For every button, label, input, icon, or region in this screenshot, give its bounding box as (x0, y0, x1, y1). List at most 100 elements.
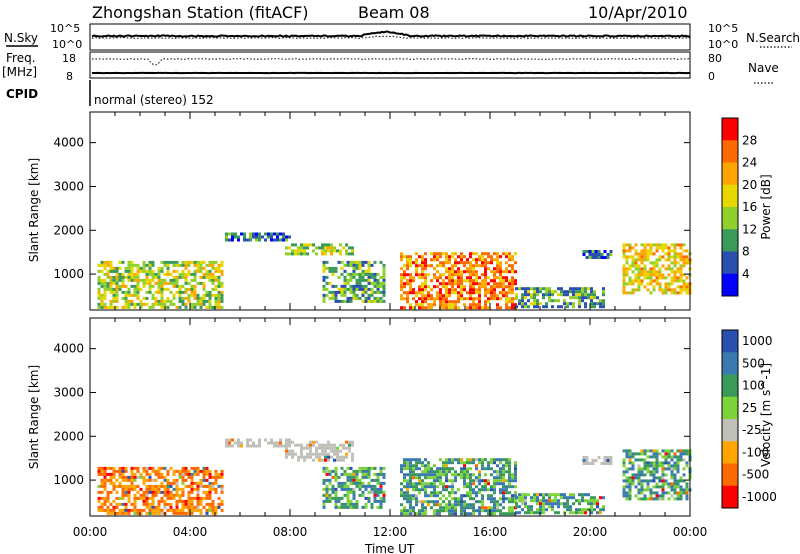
heatmap-cell (679, 485, 683, 489)
heatmap-cell (291, 243, 294, 247)
heatmap-cell (439, 255, 442, 259)
heatmap-cell (187, 499, 191, 503)
heatmap-cell (454, 273, 457, 277)
heatmap-cell (172, 496, 176, 500)
heatmap-cell (160, 290, 164, 294)
heatmap-cell (142, 302, 146, 306)
heatmap-cell (475, 458, 478, 462)
heatmap-cell (433, 509, 436, 513)
heatmap-cell (160, 293, 164, 297)
heatmap-cell (403, 264, 406, 268)
heatmap-cell (649, 291, 653, 295)
heatmap-cell (424, 494, 427, 498)
heatmap-cell (667, 267, 671, 271)
heatmap-cell (145, 296, 149, 300)
heatmap-cell (169, 260, 173, 264)
heatmap-cell (127, 487, 131, 491)
heatmap-cell (187, 269, 191, 273)
heatmap-cell (400, 288, 403, 292)
heatmap-cell (427, 297, 430, 301)
heatmap-cell (442, 506, 445, 510)
heatmap-cell (649, 455, 653, 459)
heatmap-cell (334, 502, 338, 506)
heatmap-cell (418, 297, 421, 301)
heatmap-cell (403, 291, 406, 295)
heatmap-cell (190, 511, 194, 515)
heatmap-cell (487, 282, 490, 286)
heatmap-cell (243, 235, 246, 239)
heatmap-cell (154, 469, 158, 473)
heatmap-cell (442, 303, 445, 307)
heatmap-cell (478, 506, 481, 510)
heatmap-cell (515, 511, 518, 515)
heatmap-cell (508, 255, 511, 259)
heatmap-cell (148, 466, 152, 470)
heatmap-cell (487, 467, 490, 471)
heatmap-cell (136, 293, 140, 297)
heatmap-cell (484, 282, 487, 286)
heatmap-cell (403, 497, 406, 501)
heatmap-cell (112, 475, 116, 479)
heatmap-cell (454, 470, 457, 474)
heatmap-cell (309, 443, 312, 447)
heatmap-cell (415, 488, 418, 492)
heatmap-cell (172, 469, 176, 473)
heatmap-cell (542, 508, 545, 512)
heatmap-cell (536, 299, 539, 303)
heatmap-cell (157, 505, 161, 509)
heatmap-cell (312, 440, 315, 444)
heatmap-cell (594, 459, 598, 462)
heatmap-cell (331, 284, 335, 288)
heatmap-cell (421, 461, 424, 465)
heatmap-cell (178, 508, 182, 512)
heatmap-cell (130, 266, 134, 270)
heatmap-cell (331, 296, 335, 300)
heatmap-cell (499, 261, 502, 265)
heatmap-cell (118, 287, 122, 291)
heatmap-cell (451, 291, 454, 295)
heatmap-cell (193, 466, 197, 470)
heatmap-cell (270, 232, 273, 236)
heatmap-cell (463, 509, 466, 513)
heatmap-cell (373, 472, 377, 476)
heatmap-cell (472, 491, 475, 495)
heatmap-cell (609, 459, 613, 462)
heatmap-cell (463, 297, 466, 301)
heatmap-cell (637, 288, 641, 292)
heatmap-cell (463, 303, 466, 307)
heatmap-cell (649, 488, 653, 492)
heatmap-cell (572, 305, 575, 309)
heatmap-cell (445, 306, 448, 310)
heatmap-cell (481, 252, 484, 256)
heatmap-cell (288, 452, 291, 456)
heatmap-cell (493, 497, 496, 501)
heatmap-cell (364, 469, 368, 473)
heatmap-cell (187, 469, 191, 473)
heatmap-cell (321, 443, 324, 447)
heatmap-cell (214, 278, 218, 282)
heatmap-cell (400, 509, 403, 513)
heatmap-cell (148, 305, 152, 309)
heatmap-cell (276, 238, 279, 242)
heatmap-cell (208, 472, 212, 476)
heatmap-cell (184, 505, 188, 509)
heatmap-cell (454, 300, 457, 304)
heatmap-cell (478, 476, 481, 480)
heatmap-cell (664, 458, 668, 462)
heatmap-cell (382, 299, 386, 303)
heatmap-cell (208, 484, 212, 488)
heatmap-cell (514, 479, 517, 483)
heatmap-cell (643, 467, 647, 471)
heatmap-cell (493, 461, 496, 465)
heatmap-cell (103, 278, 107, 282)
heatmap-cell (451, 276, 454, 280)
heatmap-cell (237, 235, 240, 239)
heatmap-cell (554, 290, 557, 294)
heatmap-cell (448, 509, 451, 513)
heatmap-cell (151, 278, 155, 282)
heatmap-cell (367, 496, 371, 500)
heatmap-cell (336, 249, 339, 253)
heatmap-cell (643, 267, 647, 271)
heatmap-cell (145, 478, 149, 482)
heatmap-cell (382, 466, 386, 470)
